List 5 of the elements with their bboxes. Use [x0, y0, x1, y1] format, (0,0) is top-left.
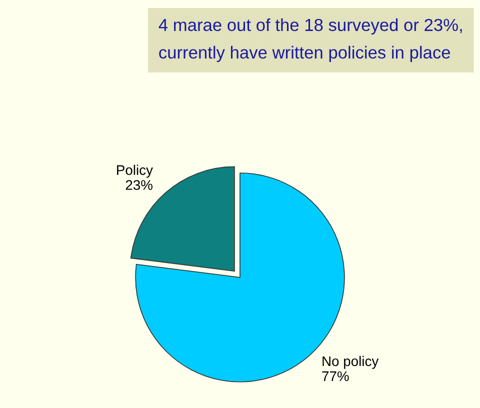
- slice-label: No policy: [322, 356, 379, 369]
- text: 4 marae out of the 18 surveyed or 23%, currently have written policies in place: [158, 18, 462, 62]
- data-label: 77%: [322, 371, 349, 382]
- data-label: 23%: [126, 180, 152, 190]
- slice-label: Policy: [117, 164, 153, 178]
